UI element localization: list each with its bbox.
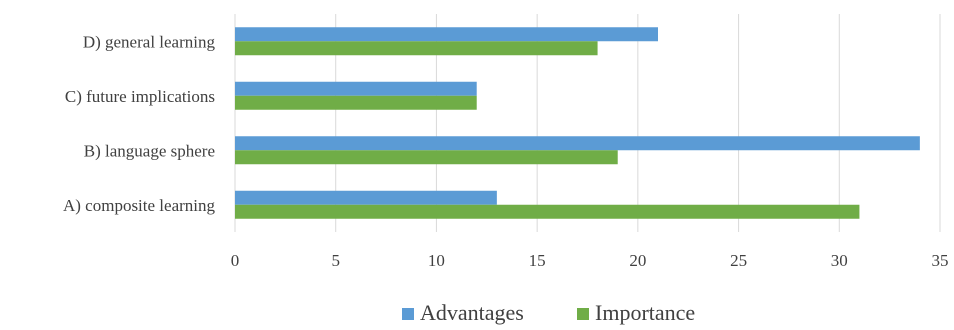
bar-advantages-3 xyxy=(235,27,658,42)
legend-swatch-advantages xyxy=(402,308,414,320)
bar-advantages-1 xyxy=(235,136,920,151)
category-label: B) language sphere xyxy=(84,141,215,160)
x-tick-label: 35 xyxy=(932,251,949,270)
x-tick-label: 30 xyxy=(831,251,848,270)
legend-label-importance: Importance xyxy=(595,300,695,325)
x-tick-label: 25 xyxy=(730,251,747,270)
legend-label-advantages: Advantages xyxy=(420,300,524,325)
category-label: C) future implications xyxy=(65,87,215,106)
bar-importance-3 xyxy=(235,41,598,56)
x-tick-label: 5 xyxy=(331,251,340,270)
category-label: A) composite learning xyxy=(63,196,216,215)
bar-importance-2 xyxy=(235,95,477,110)
x-tick-label: 10 xyxy=(428,251,445,270)
legend: Advantages Importance xyxy=(402,300,695,325)
x-tick-labels: 0 5 10 15 20 25 30 35 xyxy=(231,251,949,270)
bar-advantages-0 xyxy=(235,190,497,205)
bar-importance-0 xyxy=(235,204,860,219)
x-tick-label: 15 xyxy=(529,251,546,270)
legend-swatch-importance xyxy=(577,308,589,320)
category-labels: A) composite learning B) language sphere C… xyxy=(63,32,216,215)
category-label: D) general learning xyxy=(83,32,216,51)
bar-advantages-2 xyxy=(235,81,477,96)
bar-importance-1 xyxy=(235,150,618,165)
bars xyxy=(235,27,920,219)
x-tick-label: 20 xyxy=(629,251,646,270)
x-tick-label: 0 xyxy=(231,251,240,270)
